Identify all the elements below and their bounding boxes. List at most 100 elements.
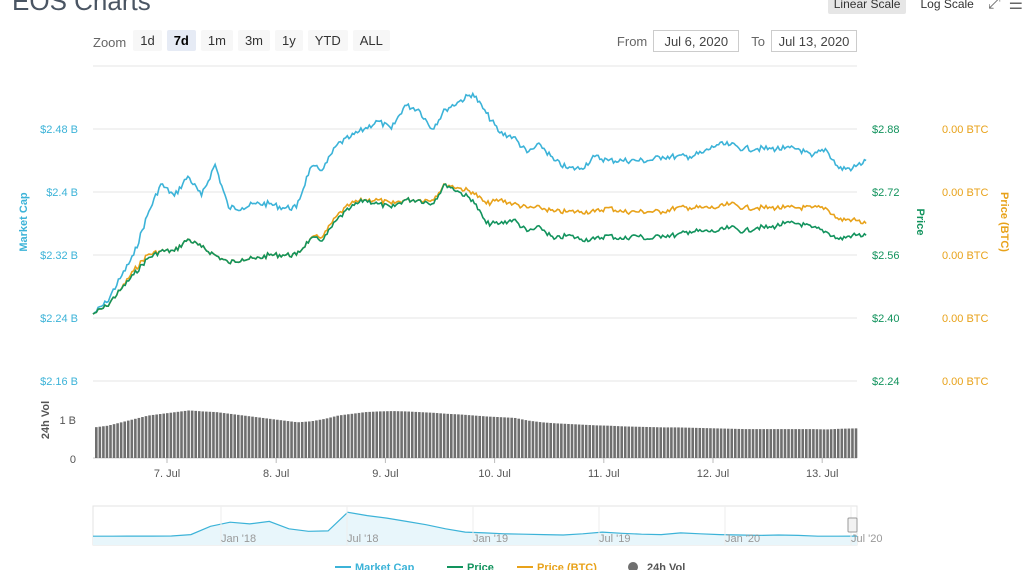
volume-bar — [737, 428, 741, 458]
volume-bar — [425, 412, 428, 458]
hamburger-menu-icon[interactable]: ☰ — [1008, 0, 1023, 13]
volume-bar — [464, 414, 467, 458]
x-axis-tick-label: 11. Jul — [588, 468, 620, 480]
volume-bar — [773, 429, 776, 458]
volume-bar — [851, 428, 854, 458]
volume-bar — [126, 420, 130, 458]
volume-bar — [623, 426, 627, 458]
from-date-input[interactable] — [653, 30, 740, 52]
volume-bar — [176, 411, 180, 458]
volume-bar — [279, 420, 283, 458]
price-axis-title: Price — [914, 209, 926, 236]
x-axis-tick-label: 13. Jul — [806, 468, 838, 480]
volume-bar — [613, 425, 616, 458]
volume-bar — [755, 429, 758, 458]
volume-bar — [478, 415, 481, 458]
navigator-label: Jul '19 — [599, 533, 630, 545]
volume-bar — [318, 419, 322, 458]
volume-bar — [155, 414, 158, 458]
volume-bar — [762, 429, 765, 458]
legend-item[interactable]: Price (BTC) — [537, 562, 597, 570]
linear-scale-button[interactable]: Linear Scale — [827, 0, 907, 14]
volume-bar — [322, 419, 325, 458]
volume-bar — [801, 429, 805, 458]
volume-bar — [560, 423, 563, 458]
volume-bar — [812, 429, 815, 458]
volume-bar — [542, 422, 545, 458]
navigator-handle[interactable] — [847, 517, 858, 533]
volume-bar — [347, 414, 350, 458]
volume-bar — [386, 411, 389, 458]
volume-bar — [531, 421, 535, 458]
to-date-input[interactable] — [771, 30, 857, 52]
volume-bar — [489, 416, 492, 458]
date-range: From To — [611, 30, 857, 52]
volume-bar — [751, 429, 755, 458]
volume-bar — [535, 421, 538, 458]
zoom-all-button[interactable]: ALL — [352, 30, 390, 51]
volume-bar — [251, 416, 254, 458]
legend-item[interactable]: 24h Vol — [647, 562, 685, 570]
volume-bar — [506, 417, 510, 458]
volume-bar — [521, 419, 524, 458]
volume-bar — [538, 422, 542, 458]
expand-icon[interactable]: ⤢ — [987, 0, 1001, 12]
volume-bar — [840, 428, 844, 458]
volume-bar — [584, 424, 588, 458]
volume-bar — [308, 421, 311, 458]
volume-bar — [552, 423, 556, 458]
volume-bar — [336, 415, 339, 458]
from-label: From — [616, 33, 648, 49]
zoom-1m-button[interactable]: 1m — [200, 30, 233, 51]
zoom-3m-button[interactable]: 3m — [237, 30, 270, 51]
zoom-7d-button[interactable]: 7d — [166, 30, 196, 51]
volume-bar — [765, 429, 769, 458]
volume-bar — [794, 429, 797, 458]
zoom-ytd-button[interactable]: YTD — [307, 30, 348, 51]
volume-bar — [98, 426, 102, 458]
volume-bar — [350, 413, 354, 458]
volume-bar — [293, 421, 297, 458]
volume-bar — [588, 425, 592, 458]
price-axis-tick-label: $2.24 — [872, 376, 900, 388]
volume-bar — [197, 411, 201, 458]
volume-bar — [570, 424, 574, 458]
volume-bar — [450, 414, 453, 458]
volume-bar — [748, 429, 751, 458]
volume-bar — [602, 425, 606, 458]
legend-item[interactable]: Market Cap — [355, 562, 415, 570]
volume-bar — [631, 426, 634, 458]
volume-bar — [123, 421, 126, 458]
volume-bar — [208, 411, 212, 458]
volume-bar — [226, 413, 229, 458]
volume-bar — [169, 412, 173, 458]
navigator-line — [93, 511, 858, 537]
volume-bar — [616, 426, 620, 458]
volume-bar — [698, 427, 702, 458]
zoom-1d-button[interactable]: 1d — [133, 30, 162, 51]
volume-bar — [400, 411, 403, 458]
volume-bar — [368, 411, 371, 458]
volume-bar — [599, 425, 602, 458]
x-axis-tick-label: 9. Jul — [372, 468, 398, 480]
navigator-label: Jan '18 — [221, 533, 256, 545]
volume-bar — [563, 423, 567, 458]
volume-bar — [190, 410, 194, 458]
volume-bar — [109, 425, 112, 458]
volume-bar — [421, 412, 425, 458]
volume-bar — [357, 412, 361, 458]
volume-bar — [744, 429, 748, 458]
volume-bar — [485, 416, 489, 458]
volume-bar — [173, 412, 176, 458]
volume-bar — [446, 413, 450, 458]
volume-bar — [254, 417, 258, 458]
volume-bar — [528, 420, 531, 458]
legend-item[interactable]: Price — [467, 562, 494, 570]
log-scale-button[interactable]: Log Scale — [920, 0, 974, 11]
volume-bar — [151, 414, 155, 458]
volume-bar — [339, 415, 343, 458]
volume-bar — [453, 414, 457, 458]
volume-bar — [460, 414, 464, 458]
zoom-1y-button[interactable]: 1y — [275, 30, 303, 51]
